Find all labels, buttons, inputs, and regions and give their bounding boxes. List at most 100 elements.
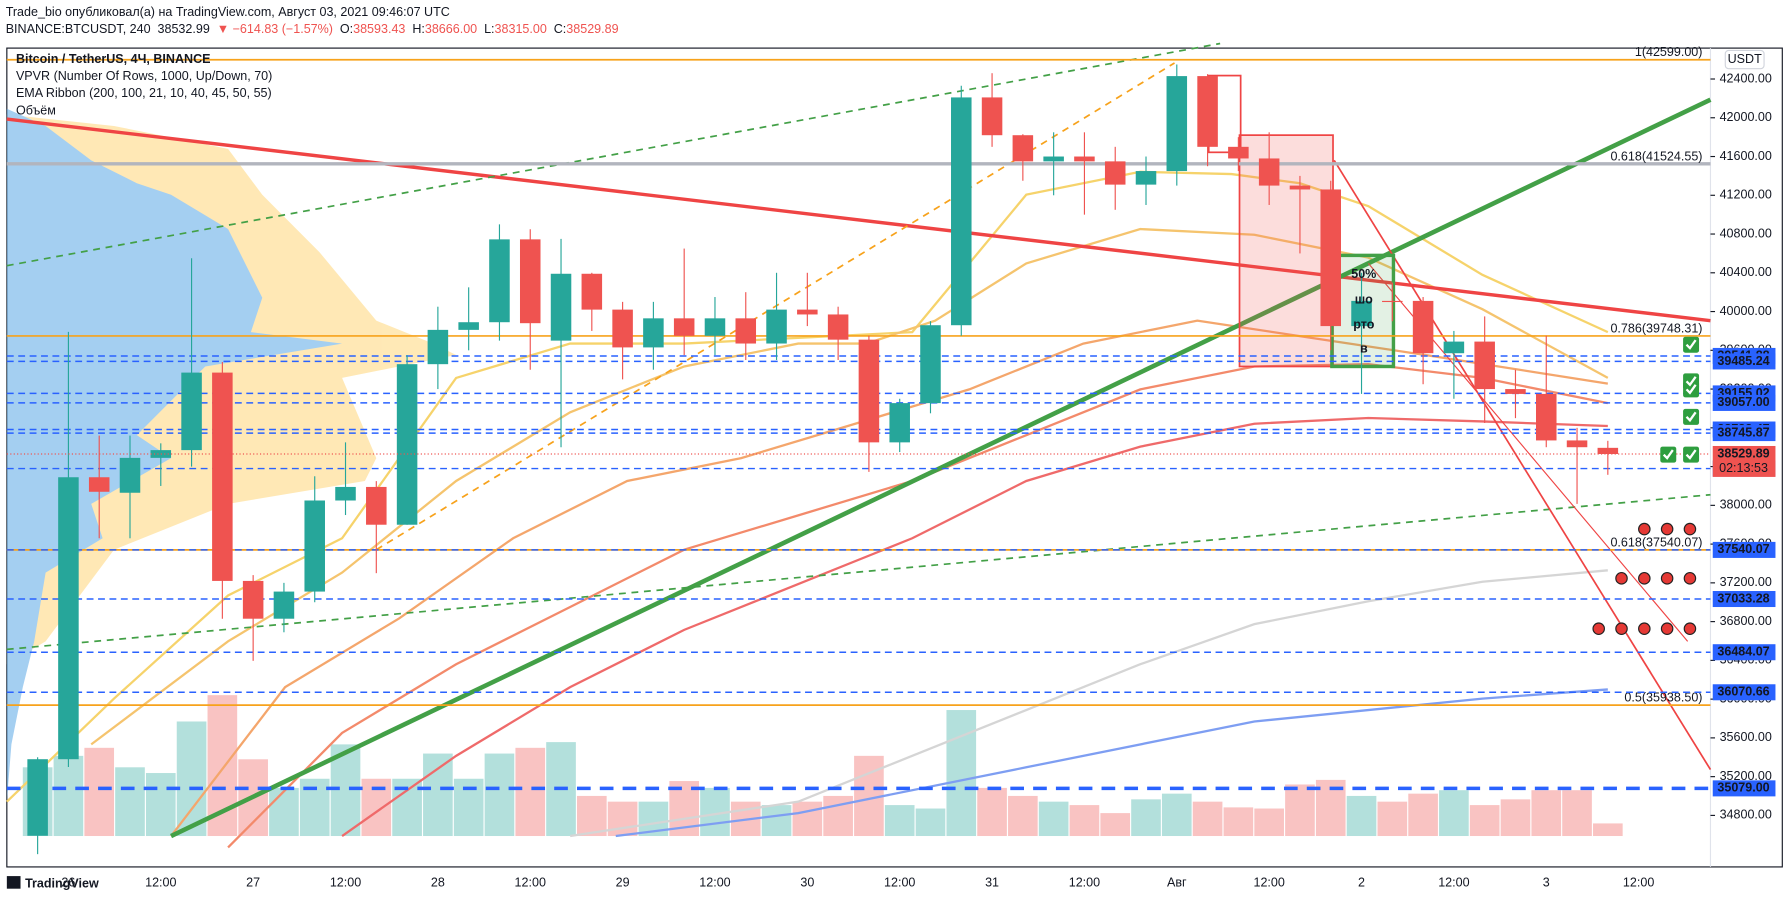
candle-body [1382,300,1403,303]
candle-body [304,500,325,592]
candle-body [735,318,757,344]
symbol-line: BINANCE:BTCUSDT, 240 38532.99 ▼ −614.83 … [6,22,619,36]
brand: TradingView [25,876,99,890]
y-tick-label: 42000.00 [1720,110,1772,124]
candle-body [920,325,941,404]
volume-bar [1285,784,1315,837]
level-label-box [1712,394,1776,411]
icons [1592,336,1700,636]
change: ▼ −614.83 (−1.57%) [217,22,333,36]
candle-body [181,372,202,451]
candle-body [242,580,264,619]
candle-body [550,273,572,341]
volume-bar [884,805,915,837]
pin [1638,622,1651,636]
x-tick-label: 12:00 [884,875,915,889]
volume-bar [1192,801,1223,837]
candle-body [951,97,972,326]
volume-bar [1161,793,1192,837]
candle-body [1597,447,1619,454]
volume-bar [1346,795,1377,837]
ohlc-value: 38315.00 [495,22,547,36]
countdown: 02:13:53 [1719,461,1768,475]
candle-body [1289,185,1311,190]
candle-body [458,322,479,330]
y-tick-label: 36800.00 [1720,614,1772,628]
ohlc-value: 38593.43 [353,22,405,36]
ohlc-value: 38529.89 [566,22,618,36]
candle-body [1474,341,1495,390]
chart-title: Bitcoin / TetherUS, 4Ч, BINANCE [16,52,211,66]
pin [1592,622,1605,636]
indicator-legend: EMA Ribbon (200, 100, 21, 10, 40, 45, 50… [16,86,272,100]
ohlc-key: L: [484,22,494,36]
candle-body [427,329,449,365]
y-tick-label: 40000.00 [1720,304,1772,318]
trend-line [1333,159,1712,771]
ohlc-key: O: [340,22,353,36]
vpvr-up [6,108,343,802]
candle-body [1012,135,1034,162]
fib-label: 0.786(39748.31) [1610,321,1702,335]
volume-bar [1008,795,1038,837]
candle-body [1535,393,1557,441]
volume-bar [1408,793,1438,837]
level-label: 35079.00 [1717,781,1769,795]
trend-line [6,42,1221,267]
x-tick-label: 12:00 [699,875,730,889]
volume-bar [792,801,823,837]
x-tick-label: Авг [1167,875,1187,889]
x-tick-label: 12:00 [515,875,546,889]
ema-line [341,416,1608,837]
y-tick-label: 40400.00 [1720,265,1772,279]
main-layer: 34800.0035200.0035600.0036000.0036400.00… [6,45,1776,889]
candle-body [489,239,510,323]
fib-label: 0.5(35938.50) [1624,691,1702,705]
volume-bar [946,710,977,837]
candle-body [643,318,664,348]
x-tick-label: 12:00 [1438,875,1469,889]
candle-body [519,239,541,324]
current-price-label: 38529.89 [1717,446,1769,460]
candle-body [1166,76,1188,172]
candle-body [1197,76,1218,147]
volume-bar [515,747,546,837]
volume-bar [269,787,299,837]
candle-body [1258,158,1280,186]
volume-bar [1254,808,1284,837]
volume-bar [761,805,792,837]
volume-bar [576,795,607,837]
candle-body [1351,300,1372,327]
volume-bar [176,721,207,837]
trend-line [170,97,1712,839]
candle-body [212,372,233,581]
volume-bar [1069,805,1100,837]
pins [1592,522,1697,636]
level-label-box [1712,590,1776,608]
last-price: 38532.99 [158,22,210,36]
check-stroke [1662,449,1674,460]
candle-body [1443,341,1465,354]
candle-body [797,309,818,315]
volume-bar [145,773,176,837]
check-stroke [1685,411,1697,423]
candle-body [1074,156,1095,162]
fib-label: 0.618(37540.07) [1610,535,1702,549]
trend-line [6,117,1711,323]
volume-bar [1500,799,1531,837]
x-tick-label: 12:00 [330,875,361,889]
pin [1638,522,1651,536]
volume-bar [1377,801,1408,837]
level-label: 38745.87 [1717,425,1769,439]
x-tick-label: 28 [431,875,445,889]
volume-bar [1593,823,1623,837]
candle-body [366,486,387,525]
y-tick-label: 37200.00 [1720,575,1772,589]
candle-body [981,97,1003,136]
volume-bar [484,753,515,837]
trend-line [6,493,1711,651]
symbol: BINANCE:BTCUSDT, 240 [6,22,151,36]
candle-body [673,318,695,336]
x-tick-label: 12:00 [1623,875,1654,889]
check-strokes [1662,339,1697,460]
